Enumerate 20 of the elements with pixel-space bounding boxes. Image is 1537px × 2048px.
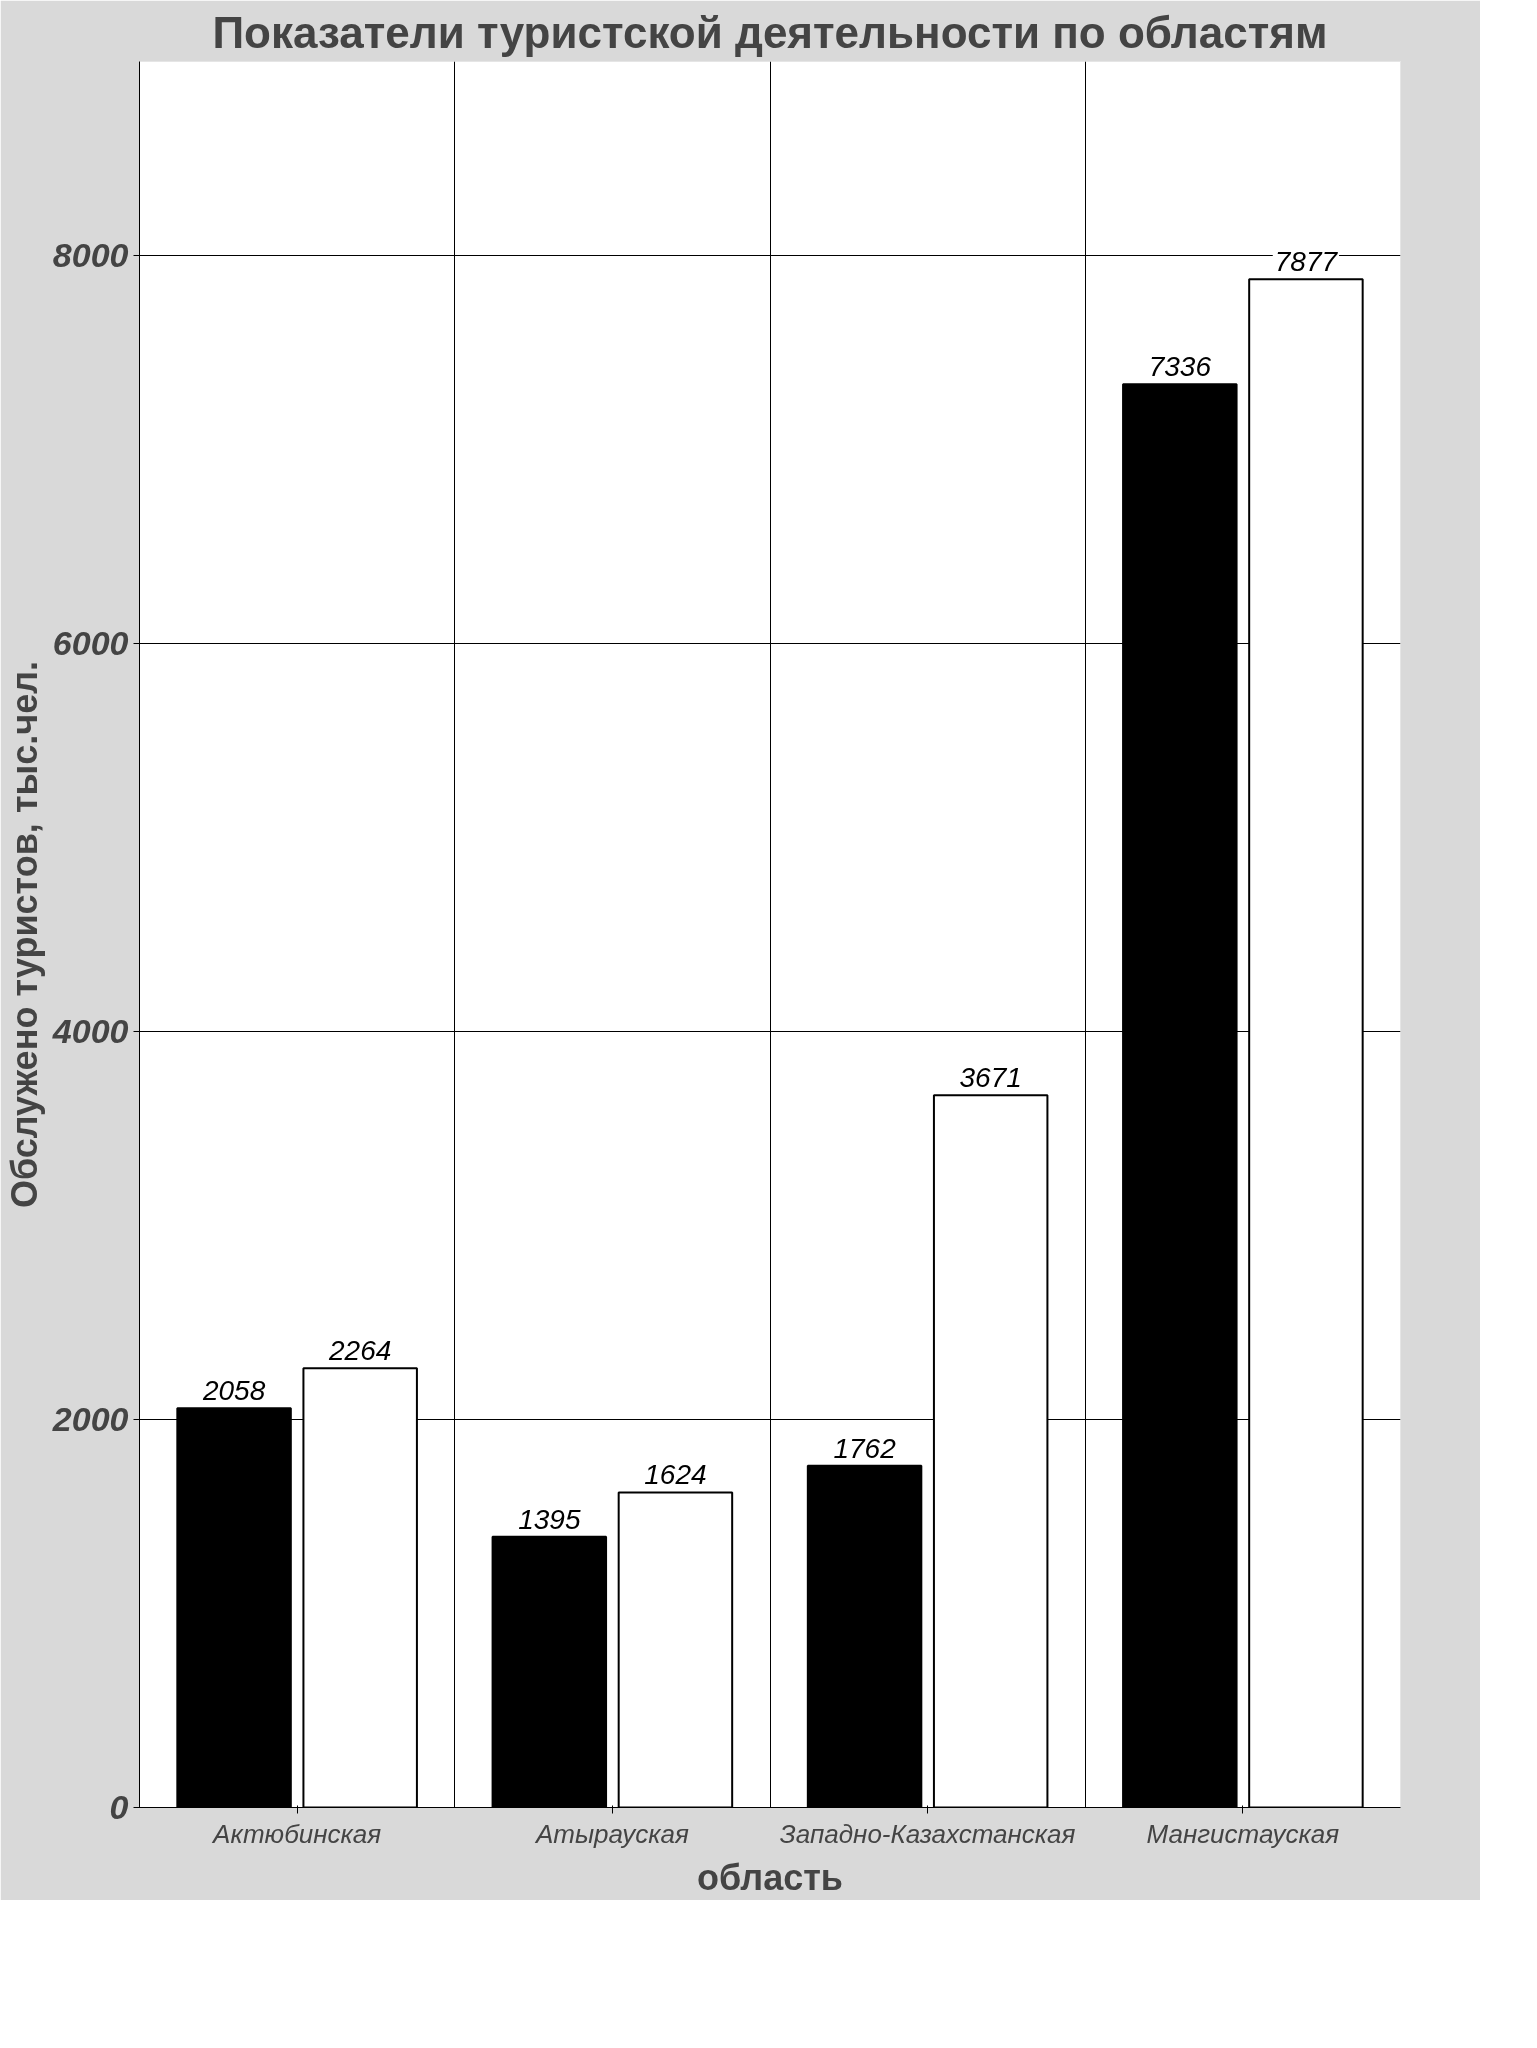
y-tick-label: 8000 <box>52 236 129 274</box>
x-tick-label: Атырауская <box>533 1818 689 1849</box>
x-axis-title: область <box>697 1856 844 1898</box>
data-label: 1624 <box>644 1459 707 1491</box>
data-label: 3671 <box>959 1062 1022 1094</box>
x-tick-label: Мангистауская <box>1146 1818 1340 1849</box>
data-label: 7877 <box>1274 246 1339 278</box>
data-label: 1395 <box>518 1503 581 1535</box>
chart-title: Показатели туристской деятельности по областям <box>212 7 1328 57</box>
y-axis-title: Обслужено туристов, тыс.чел. <box>3 660 45 1209</box>
data-label: 2058 <box>201 1375 266 1407</box>
y-tick-label: 4000 <box>51 1012 129 1050</box>
data-label: 7336 <box>1148 351 1212 383</box>
x-tick-label: Западно-Казахстанская <box>779 1818 1076 1849</box>
x-tick-label: Актюбинская <box>211 1818 382 1849</box>
data-label: 2264 <box>328 1335 392 1367</box>
data-label: 1762 <box>833 1432 897 1464</box>
y-tick-label: 2000 <box>51 1400 129 1438</box>
y-tick-label: 0 <box>109 1788 129 1826</box>
y-tick-label: 6000 <box>52 624 129 662</box>
